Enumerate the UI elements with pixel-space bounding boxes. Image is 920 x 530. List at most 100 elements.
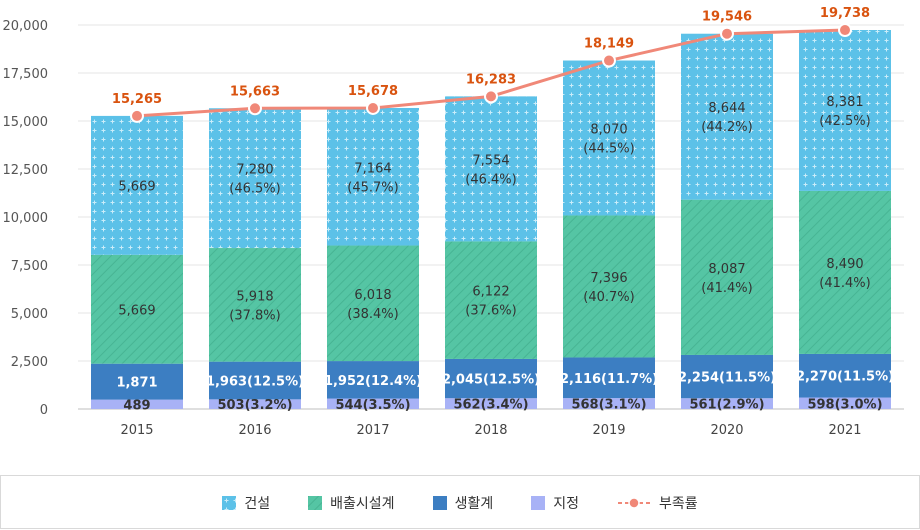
x-tick-label: 2016 bbox=[238, 423, 271, 438]
bar-segment-construction bbox=[563, 60, 655, 216]
bar-value-label: 544(3.5%) bbox=[335, 398, 410, 413]
bar-segment-household bbox=[327, 361, 419, 399]
legend-item-construction[interactable]: 건설 bbox=[222, 493, 270, 513]
shortage-value-label: 18,149 bbox=[584, 37, 634, 52]
bar-value-label: (40.7%) bbox=[583, 290, 634, 305]
bar-value-label: 598(3.0%) bbox=[807, 397, 882, 412]
bar-segment-emission bbox=[681, 199, 773, 355]
bar-segment-designated bbox=[91, 399, 183, 409]
bar-value-label: 2,116(11.7%) bbox=[560, 372, 658, 387]
legend-label-designated: 지정 bbox=[553, 496, 579, 512]
y-tick-label: 7,500 bbox=[11, 259, 48, 274]
bar-value-label: (44.2%) bbox=[701, 120, 752, 135]
y-tick-label: 5,000 bbox=[11, 307, 48, 322]
bar-segment-designated bbox=[799, 397, 891, 409]
household-swatch-icon bbox=[432, 496, 447, 510]
bar-segment-designated bbox=[681, 398, 773, 409]
shortage-value-label: 15,678 bbox=[348, 84, 398, 99]
x-tick-label: 2015 bbox=[120, 423, 153, 438]
bar-segment-emission bbox=[563, 215, 655, 358]
bar-value-label: (38.4%) bbox=[347, 307, 398, 322]
bar-segment-construction bbox=[209, 108, 301, 249]
y-tick-label: 15,000 bbox=[3, 115, 49, 130]
bar-segment-emission bbox=[445, 241, 537, 359]
shortage-point bbox=[602, 53, 616, 68]
shortage-point bbox=[720, 26, 734, 41]
bar-value-label: (46.5%) bbox=[229, 182, 280, 197]
x-tick-label: 2017 bbox=[356, 423, 389, 438]
bar-segment-household bbox=[209, 361, 301, 400]
legend-label-shortage: 부족률 bbox=[658, 496, 698, 512]
bar-segment-household bbox=[445, 358, 537, 399]
bar-segment-designated bbox=[563, 398, 655, 409]
shortage-value-label: 19,738 bbox=[820, 6, 870, 21]
bar-value-label: (45.7%) bbox=[347, 180, 398, 195]
bar-value-label: 6,018 bbox=[354, 288, 391, 303]
bar-value-label: 1,871 bbox=[116, 376, 157, 391]
bar-segment-household bbox=[563, 357, 655, 399]
bar-value-label: 503(3.2%) bbox=[217, 398, 292, 413]
bar-segment-emission bbox=[209, 248, 301, 362]
bar-value-label: 6,122 bbox=[472, 285, 509, 300]
bar-value-label: 1,952(12.4%) bbox=[324, 374, 422, 389]
bar-value-label: 2,254(11.5%) bbox=[678, 371, 776, 386]
bar-value-label: 8,490 bbox=[826, 257, 863, 272]
bar-segment-construction bbox=[327, 107, 419, 246]
y-tick-label: 17,500 bbox=[3, 67, 49, 82]
legend-item-shortage[interactable]: 부족률 bbox=[617, 493, 698, 513]
bar-value-label: 568(3.1%) bbox=[571, 398, 646, 413]
shortage-point bbox=[838, 23, 852, 38]
shortage-point bbox=[366, 100, 380, 115]
x-tick-label: 2020 bbox=[710, 423, 743, 438]
legend-label-construction: 건설 bbox=[244, 496, 271, 512]
designated-swatch-icon bbox=[531, 496, 546, 510]
legend-item-household[interactable]: 생활계 bbox=[432, 493, 493, 513]
stacked-bar-chart: 0 2,500 5,000 7,500 10,000 12,500 15,000 17,500… bbox=[3, 6, 904, 438]
bar-value-label: (46.4%) bbox=[465, 172, 516, 187]
construction-swatch-icon bbox=[222, 496, 237, 510]
legend-item-designated[interactable]: 지정 bbox=[531, 493, 579, 513]
y-tick-label: 10,000 bbox=[3, 211, 49, 226]
bar-value-label: 7,280 bbox=[236, 163, 273, 178]
bar-segment-household bbox=[681, 354, 773, 399]
legend-item-emission[interactable]: 배출시설계 bbox=[308, 493, 395, 513]
bar-segment-emission bbox=[799, 190, 891, 354]
bar-value-label: 8,087 bbox=[708, 262, 745, 277]
bar-segment-household bbox=[799, 353, 891, 398]
bar-value-label: (37.8%) bbox=[229, 308, 280, 323]
bar-segment-emission bbox=[327, 245, 419, 362]
bar-value-label: (41.4%) bbox=[701, 281, 752, 296]
bar-value-label: 2,045(12.5%) bbox=[442, 373, 540, 388]
y-tick-label: 12,500 bbox=[3, 163, 49, 178]
bar-value-label: 2,270(11.5%) bbox=[796, 370, 894, 385]
bar-value-label: 489 bbox=[123, 398, 150, 413]
bar-segment-designated bbox=[209, 399, 301, 409]
bar-value-label: 562(3.4%) bbox=[453, 398, 528, 413]
bar-segment-construction bbox=[799, 30, 891, 191]
x-tick-label: 2018 bbox=[474, 423, 507, 438]
shortage-point bbox=[484, 89, 498, 104]
bar-segment-emission bbox=[91, 254, 183, 364]
x-tick-label: 2019 bbox=[592, 423, 625, 438]
bar-value-label: 8,070 bbox=[590, 122, 627, 137]
shortage-value-label: 19,546 bbox=[702, 10, 752, 25]
shortage-line-icon bbox=[617, 497, 650, 509]
bar-value-label: (42.5%) bbox=[819, 114, 870, 129]
legend-label-emission: 배출시설계 bbox=[330, 496, 395, 512]
shortage-point bbox=[248, 101, 262, 116]
bar-value-label: 561(2.9%) bbox=[689, 398, 764, 413]
shortage-value-label: 15,265 bbox=[112, 92, 162, 107]
bar-value-label: 7,396 bbox=[590, 271, 627, 286]
bar-value-label: 7,554 bbox=[472, 153, 509, 168]
shortage-value-label: 16,283 bbox=[466, 72, 516, 87]
bar-value-label: 5,669 bbox=[118, 303, 155, 318]
bar-segment-construction bbox=[445, 96, 537, 242]
bar-value-label: (44.5%) bbox=[583, 141, 634, 156]
shortage-value-label: 15,663 bbox=[230, 84, 280, 99]
bar-value-label: 8,644 bbox=[708, 101, 745, 116]
y-tick-label: 2,500 bbox=[11, 355, 48, 370]
y-tick-label: 0 bbox=[40, 403, 48, 418]
bar-value-label: 7,164 bbox=[354, 161, 391, 176]
bar-value-label: (41.4%) bbox=[819, 276, 870, 291]
bar-value-label: 1,963(12.5%) bbox=[206, 374, 304, 389]
